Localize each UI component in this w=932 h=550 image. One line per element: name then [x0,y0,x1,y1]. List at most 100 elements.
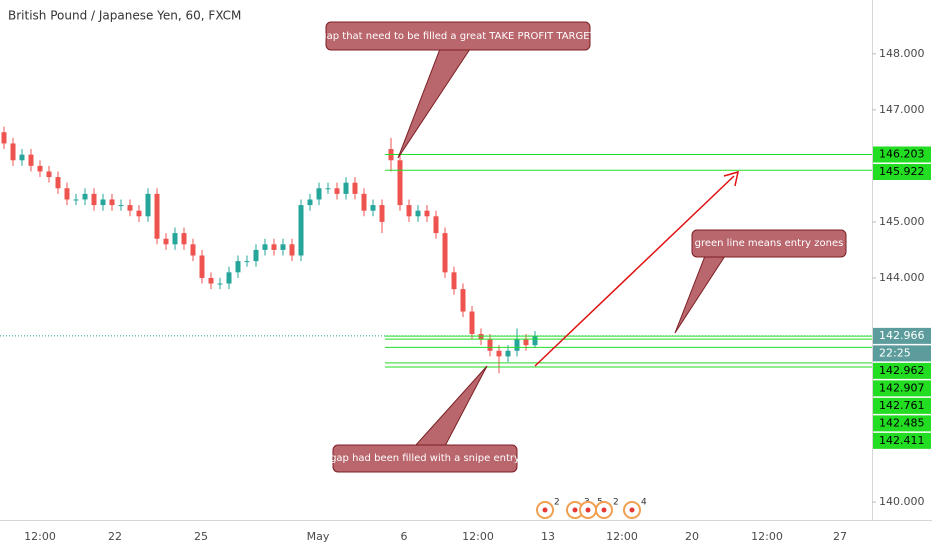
candle-body [190,244,196,256]
candle-body [514,339,520,351]
countdown-label: 22:25 [879,346,911,359]
candle-body [145,193,151,217]
level-label: 142.907 [879,381,925,394]
x-tick-label: 12:00 [462,530,494,543]
event-dot [572,507,578,513]
level-label: 142.962 [879,364,925,377]
annotation: gap had been filled with a snipe entry [330,453,520,464]
candle-body [379,205,385,222]
candle-body [109,199,115,206]
event-count: 2 [613,498,619,508]
candle-body [136,210,142,217]
candle-body [316,188,322,200]
level-label: 142.761 [879,399,925,412]
event-dot [601,507,607,513]
candle-body [469,311,475,334]
candle-body [208,277,214,284]
candle-body [505,350,511,357]
candle-body [262,244,268,250]
candle-body [415,210,421,217]
candle-body [289,244,295,256]
callout: green line means entry zones [674,229,847,334]
candle-body [523,339,529,346]
arrow-head [723,170,739,187]
level-label-bg [873,397,931,414]
candle-body [406,205,412,217]
x-tick-label: 12:00 [24,530,56,543]
x-tick-label: 20 [685,530,699,543]
x-tick-label: 6 [401,530,408,543]
x-tick-label: May [307,530,330,543]
annotation: green line means entry zones [695,238,844,249]
candle-body [397,160,403,206]
y-tick-label: 148.000 [879,47,925,60]
candle-body [334,188,340,194]
x-tick-label: 25 [194,530,208,543]
level-label: 145.922 [879,165,925,178]
candle-body [10,143,16,161]
x-tick-label: 12:00 [606,530,638,543]
level-label-bg [873,415,931,432]
candle-body [82,193,88,200]
candle-body [244,261,250,263]
candle-body [1,132,7,144]
candle-body [325,188,331,190]
callout-box [691,229,847,258]
x-tick-label: 27 [833,530,847,543]
event-dot [585,507,591,513]
candle-body [73,199,79,201]
candle-body [352,182,358,194]
level-label: 142.411 [879,434,925,447]
x-tick-label: 12:00 [751,530,783,543]
candle-body [271,244,277,250]
candle-body [433,216,439,234]
callout: gap had been filled with a snipe entry [330,365,520,473]
candle-body [298,205,304,256]
last-price-label: 142.966 [879,329,925,342]
candle-body [235,261,241,273]
level-label-bg [873,146,931,163]
callout-box [332,444,518,473]
candle-body [127,205,133,211]
countdown-label-bg [873,345,931,362]
event-count: 2 [554,498,560,508]
callout: gap that need to be filled a great TAKE … [320,21,597,159]
candle-body [226,272,232,284]
candle-body [460,289,466,312]
annotation: gap that need to be filled a great TAKE … [320,31,596,42]
level-label-bg [873,380,931,397]
candle-body [343,182,349,194]
y-tick-label: 144.000 [879,271,925,284]
candle-body [28,154,34,166]
x-tick-label: 13 [541,530,555,543]
level-label: 142.485 [879,416,925,429]
event-dot [542,507,548,513]
last-price-label-bg [873,327,931,344]
candle-body [487,339,493,351]
candle-body [100,199,106,206]
y-tick-label: 145.000 [879,215,925,228]
candle-body [154,193,160,239]
candle-body [37,165,43,172]
candle-body [118,205,124,207]
plot: 140.000 144.000 145.000 147.000 148.000 12:00… [0,47,931,543]
candle-body [199,255,205,278]
candle-body [19,154,25,161]
event-count: 4 [641,498,647,508]
candle-body [181,233,187,245]
candle-body [307,199,313,206]
candle-body [280,244,286,250]
arrow-line [534,175,735,367]
level-label-bg [873,432,931,449]
candle-body [46,171,52,178]
candle-body [163,238,169,245]
candle-body [451,272,457,290]
chart-title: British Pound / Japanese Yen, 60, FXCM [8,9,241,23]
event-dot [629,507,635,513]
candle-body [532,336,538,346]
level-label-bg [873,163,931,180]
candle-body [478,333,484,340]
candle-body [370,205,376,211]
candle-body [55,177,61,189]
